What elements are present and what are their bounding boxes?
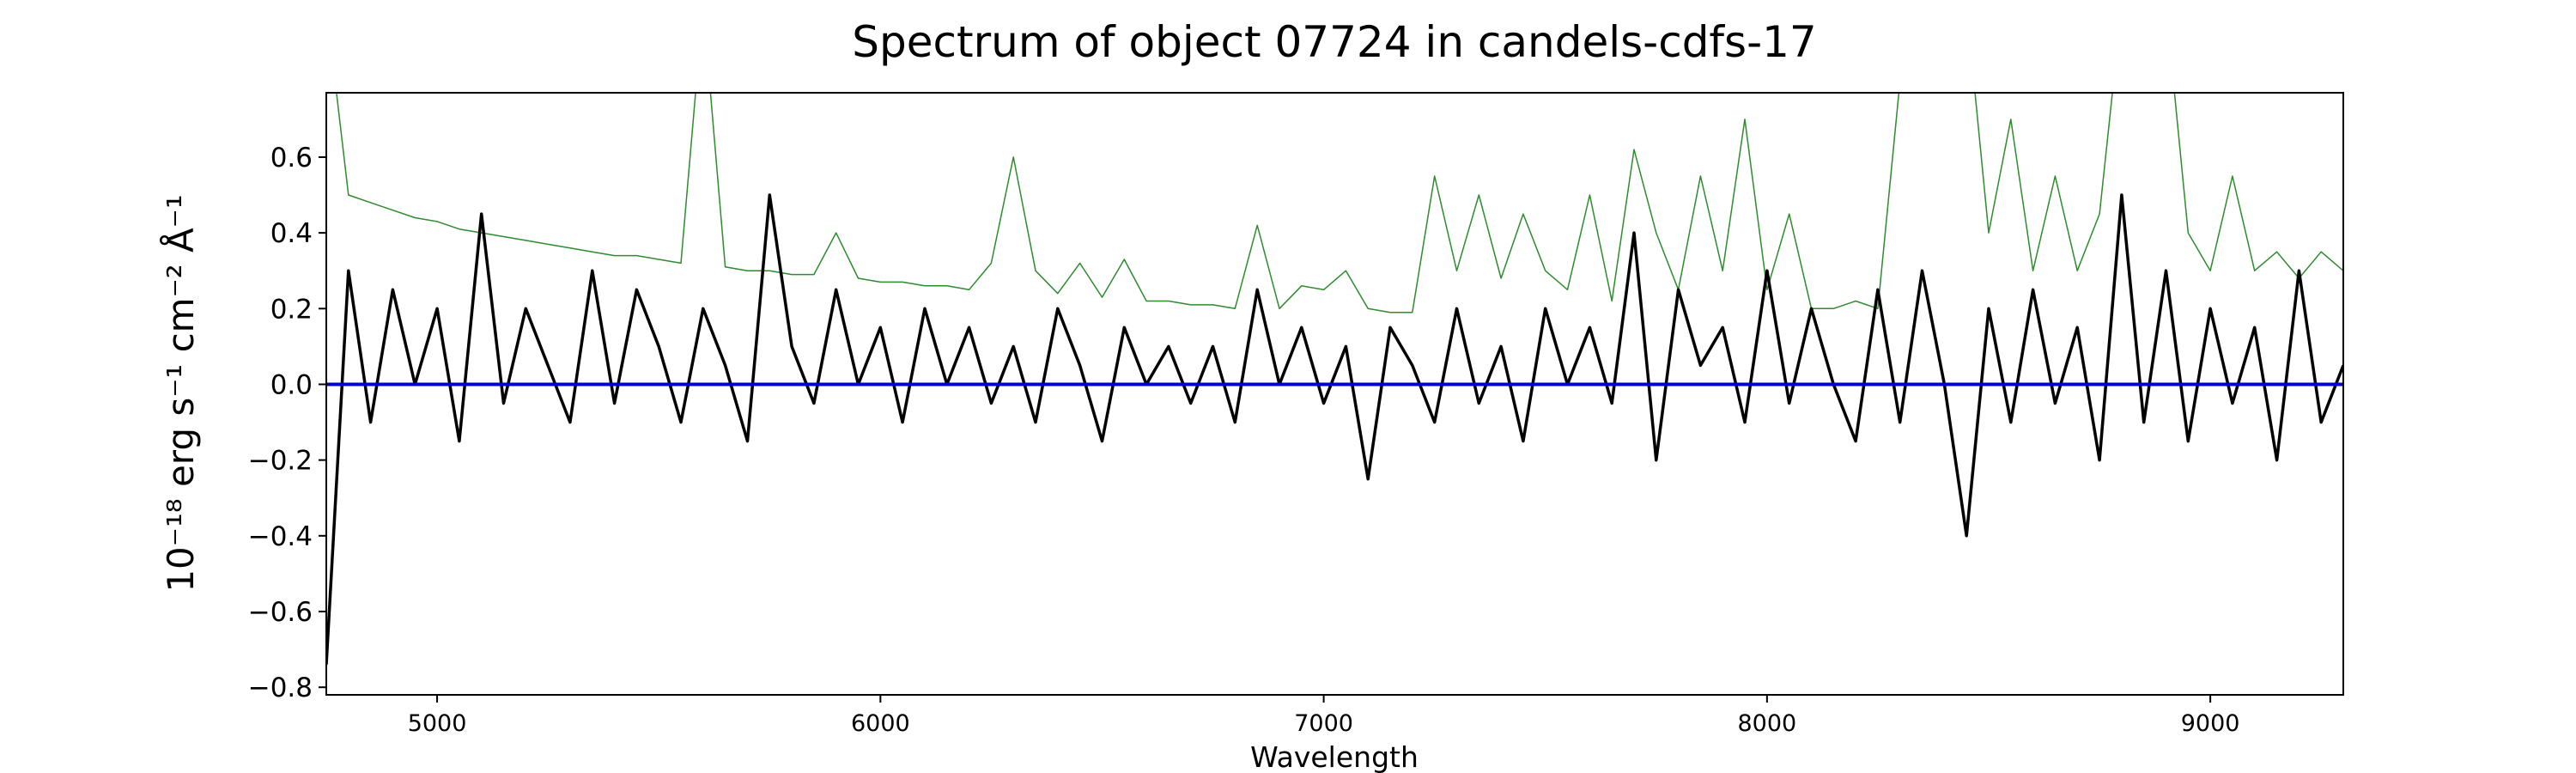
x-tick-label: 6000 [851,710,910,737]
x-tick-label: 7000 [1294,710,1353,737]
y-axis-label: 10⁻¹⁸ erg s⁻¹ cm⁻² Å⁻¹ [159,194,202,592]
plot-frame [325,92,2344,696]
x-tick-label: 9000 [2181,710,2240,737]
spectrum-line [326,193,2343,665]
x-axis-label: Wavelength [1250,740,1419,773]
x-tick-label: 5000 [408,710,467,737]
plot-area [326,93,2343,665]
y-tick-label: −0.4 [248,521,313,552]
y-tick-label: 0.2 [270,294,313,325]
y-tick-label: 0.6 [270,143,313,173]
y-tick-label: −0.2 [248,446,313,477]
y-tick-label: 0.0 [270,369,313,400]
y-tick-label: −0.6 [248,597,313,628]
chart-title: Spectrum of object 07724 in candels-cdfs… [852,17,1817,67]
x-tick-label: 8000 [1737,710,1796,737]
y-tick-label: −0.8 [248,673,313,703]
spectrum-line [336,93,2343,313]
y-tick-label: 0.4 [270,218,313,249]
